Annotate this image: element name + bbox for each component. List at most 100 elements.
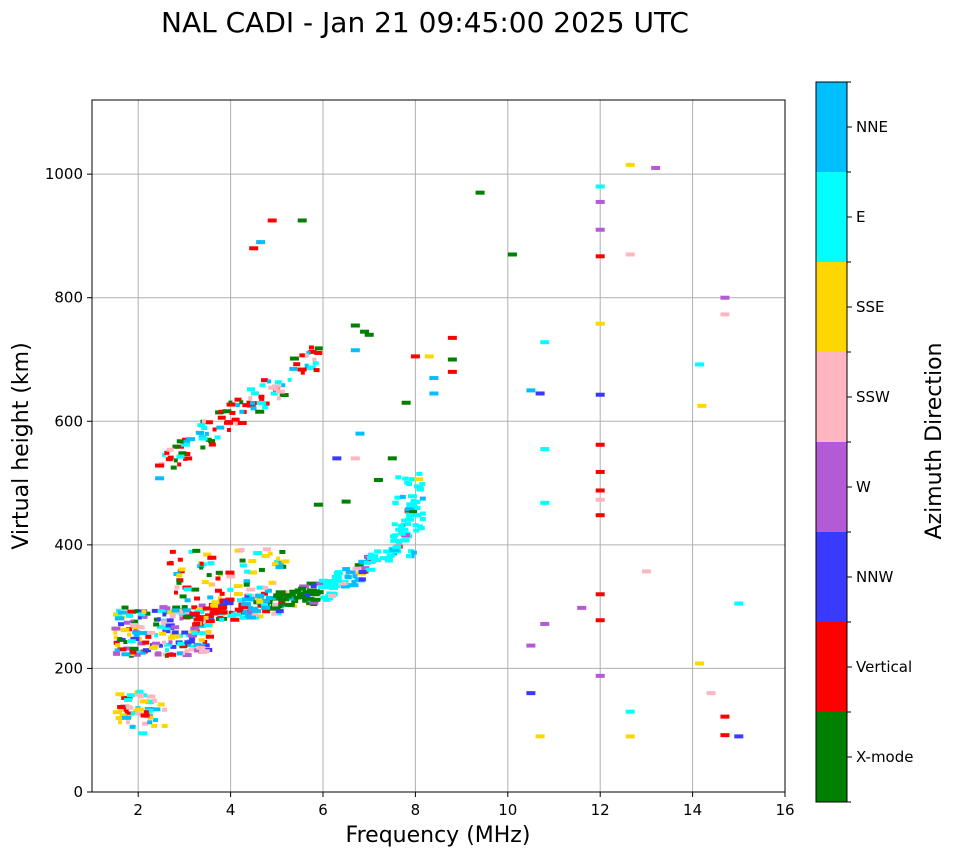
trace-mark [320, 595, 328, 600]
echo-point [595, 184, 605, 189]
trace-mark [410, 550, 417, 555]
echo-mark [250, 401, 256, 406]
echo-point [447, 357, 457, 362]
echo-mark [256, 585, 265, 590]
trace-mark [419, 496, 426, 501]
echo-mark [118, 720, 123, 725]
trace-mark [410, 498, 417, 503]
echo-mark [197, 650, 207, 655]
echo-mark [278, 560, 285, 565]
echo-mark [233, 584, 243, 589]
trace-mark [222, 616, 228, 621]
echo-mark [126, 705, 134, 710]
echo-mark [176, 580, 182, 585]
echo-mark [174, 444, 184, 449]
trace-mark [406, 513, 413, 518]
trace-mark [253, 609, 262, 614]
echo-mark [268, 385, 276, 390]
echo-mark [274, 559, 279, 564]
y-tick-label: 400 [54, 536, 83, 554]
echo-mark [242, 403, 248, 408]
echo-mark [306, 350, 311, 355]
trace-mark [272, 606, 281, 611]
echo-mark [125, 613, 133, 618]
echo-mark [239, 409, 245, 414]
echo-point [695, 661, 705, 666]
y-tick-label: 0 [73, 783, 83, 801]
echo-mark [142, 721, 149, 726]
trace-mark [397, 531, 404, 536]
x-tick-label: 14 [683, 801, 702, 819]
echo-mark [239, 558, 246, 563]
echo-mark [151, 644, 159, 649]
echo-mark [117, 704, 126, 709]
echo-mark [237, 420, 247, 425]
echo-mark [166, 652, 172, 657]
echo-mark [207, 555, 213, 560]
echo-mark [180, 442, 190, 447]
x-axis-label: Frequency (MHz) [346, 823, 531, 848]
echo-point [595, 618, 605, 623]
echo-point [424, 354, 434, 359]
echo-mark [248, 559, 257, 564]
echo-mark [179, 616, 184, 621]
trace-mark [193, 621, 201, 626]
colorbar-segment [816, 532, 847, 622]
echo-mark [165, 457, 173, 462]
echo-mark [234, 548, 240, 553]
colorbar: X-mode Vertical NNW W SSW SSE E NNE [815, 81, 913, 803]
echo-mark [308, 345, 314, 350]
trace-mark [345, 570, 356, 575]
trace-mark [238, 604, 249, 609]
echo-mark [156, 624, 164, 629]
echo-mark [300, 370, 305, 375]
echo-point [651, 165, 661, 170]
echo-point [350, 323, 360, 328]
colorbar-segment [816, 262, 847, 352]
trace-mark [311, 592, 320, 597]
echo-mark [170, 652, 177, 657]
echo-point [625, 734, 635, 739]
colorbar-label-w: W [856, 478, 871, 496]
echo-mark [158, 608, 167, 613]
echo-point [595, 513, 605, 518]
echo-mark [127, 609, 137, 614]
echo-mark [151, 641, 160, 646]
echo-point [256, 240, 266, 245]
echo-point [734, 734, 744, 739]
echo-mark [244, 569, 251, 574]
echo-mark [169, 560, 174, 565]
echo-mark [205, 634, 214, 639]
echo-mark [207, 595, 214, 600]
trace-mark [251, 612, 259, 617]
echo-point [138, 731, 148, 736]
echo-point [595, 321, 605, 326]
x-tick-label: 4 [226, 801, 236, 819]
trace-mark [383, 549, 393, 554]
echo-mark [134, 690, 139, 695]
echo-point [595, 592, 605, 597]
trace-mark [272, 602, 279, 607]
trace-mark [415, 513, 422, 518]
echo-point [577, 605, 587, 610]
echo-mark [312, 357, 317, 362]
echo-mark [159, 631, 167, 636]
echo-mark [178, 451, 187, 456]
trace-mark [401, 518, 408, 523]
trace-mark [271, 611, 278, 616]
colorbar-segment [816, 442, 847, 532]
echo-mark [207, 561, 215, 566]
trace-mark [410, 500, 417, 505]
data-marks [111, 162, 744, 739]
y-axis-label: Virtual height (km) [9, 342, 34, 549]
trace-mark [219, 617, 225, 622]
trace-mark [236, 609, 246, 614]
echo-mark [205, 630, 212, 635]
echo-point [410, 354, 420, 359]
echo-mark [235, 403, 240, 408]
echo-mark [154, 632, 159, 637]
trace-mark [247, 610, 253, 615]
trace-mark [227, 613, 237, 618]
echo-mark [141, 609, 147, 614]
